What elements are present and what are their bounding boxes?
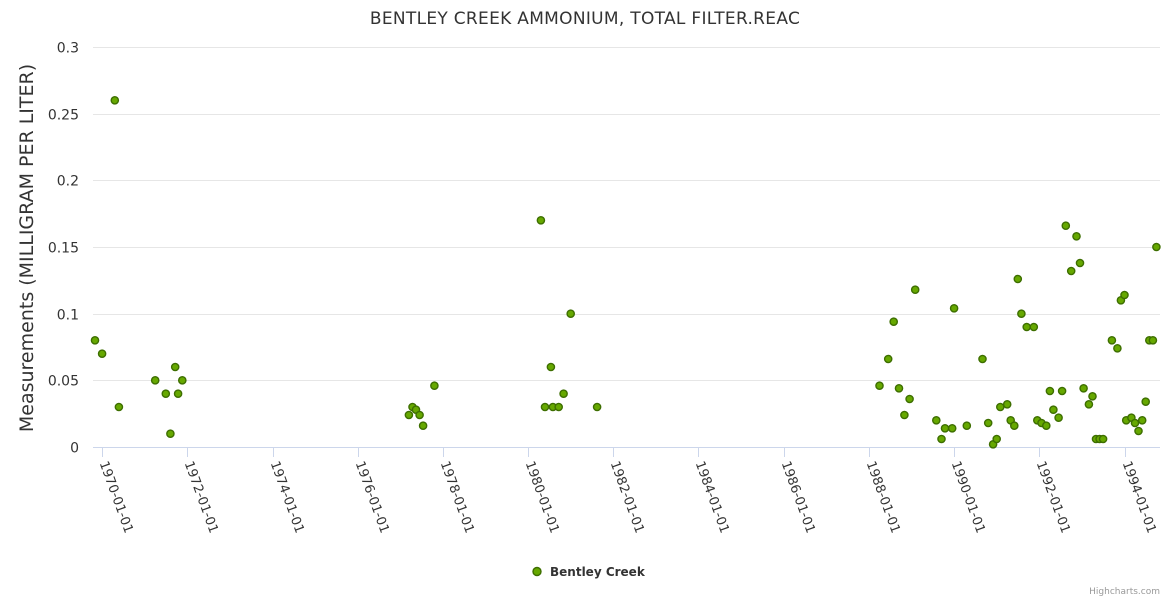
x-tick-label: 1982-01-01	[607, 459, 647, 535]
data-point[interactable]	[418, 421, 428, 431]
data-point[interactable]	[947, 423, 957, 433]
x-tick-label: 1976-01-01	[352, 459, 392, 535]
data-point[interactable]	[1054, 413, 1063, 423]
data-point[interactable]	[1079, 383, 1088, 393]
data-point[interactable]	[415, 410, 424, 420]
y-axis-ticks: 0 0.05 0.1 0.15 0.2 0.25 0.3	[48, 41, 79, 457]
y-tick-label: 0.05	[48, 374, 79, 390]
data-point[interactable]	[1120, 290, 1129, 300]
data-point[interactable]	[536, 215, 546, 225]
data-point[interactable]	[1002, 399, 1012, 409]
data-point[interactable]	[430, 381, 439, 391]
data-point[interactable]	[1098, 434, 1108, 444]
x-tick-label: 1970-01-01	[96, 459, 136, 535]
data-point[interactable]	[1141, 397, 1150, 407]
data-point[interactable]	[883, 354, 893, 364]
x-tick-label: 1986-01-01	[778, 459, 818, 535]
data-point[interactable]	[1045, 386, 1055, 396]
x-tick-label: 1994-01-01	[1119, 459, 1159, 535]
y-tick-label: 0.1	[57, 308, 79, 324]
data-point[interactable]	[937, 434, 946, 444]
data-point[interactable]	[1066, 266, 1076, 276]
data-point[interactable]	[1072, 231, 1081, 241]
y-tick-label: 0	[70, 441, 79, 457]
series-bentley-creek[interactable]	[90, 96, 1161, 449]
data-point[interactable]	[1049, 405, 1058, 415]
data-point[interactable]	[540, 402, 550, 412]
data-point[interactable]	[166, 429, 175, 439]
x-axis-ticks: 1970-01-01 1972-01-01 1974-01-01 1976-01-01…	[96, 447, 1159, 535]
data-point[interactable]	[905, 394, 914, 404]
credits-link[interactable]: Highcharts.com	[1089, 587, 1160, 597]
data-point[interactable]	[932, 415, 941, 425]
y-tick-label: 0.3	[57, 41, 79, 57]
data-point[interactable]	[962, 421, 972, 431]
data-point[interactable]	[566, 309, 576, 319]
data-point[interactable]	[90, 335, 100, 345]
data-point[interactable]	[170, 362, 180, 372]
legend-label[interactable]: Bentley Creek	[550, 565, 646, 579]
data-point[interactable]	[900, 410, 909, 420]
data-point[interactable]	[1088, 391, 1097, 401]
data-point[interactable]	[546, 362, 556, 372]
data-point[interactable]	[1010, 421, 1019, 431]
data-point[interactable]	[1022, 322, 1031, 332]
data-point[interactable]	[1107, 335, 1117, 345]
data-point[interactable]	[1013, 274, 1023, 284]
legend-marker[interactable]	[532, 566, 542, 577]
y-tick-label: 0.2	[57, 174, 79, 190]
data-point[interactable]	[97, 349, 107, 359]
data-point[interactable]	[1042, 421, 1051, 431]
data-point[interactable]	[1137, 415, 1147, 425]
chart-title: BENTLEY CREEK AMMONIUM, TOTAL FILTER.REA…	[370, 9, 800, 29]
x-tick-label: 1984-01-01	[692, 459, 732, 535]
data-point[interactable]	[940, 423, 950, 433]
data-point[interactable]	[1057, 386, 1067, 396]
data-point[interactable]	[404, 410, 414, 420]
data-point[interactable]	[889, 317, 899, 327]
data-point[interactable]	[1148, 335, 1158, 345]
y-tick-label: 0.15	[48, 241, 79, 257]
data-point[interactable]	[150, 375, 160, 385]
data-point[interactable]	[894, 383, 904, 393]
data-point[interactable]	[559, 389, 568, 399]
data-point[interactable]	[1134, 426, 1143, 436]
data-point[interactable]	[1084, 399, 1094, 409]
data-point[interactable]	[983, 418, 993, 428]
data-point[interactable]	[1152, 242, 1161, 252]
x-tick-label: 1990-01-01	[948, 459, 988, 535]
data-point[interactable]	[996, 402, 1005, 412]
data-point[interactable]	[1029, 322, 1039, 332]
data-point[interactable]	[161, 389, 171, 399]
data-point[interactable]	[992, 434, 1002, 444]
data-point[interactable]	[875, 381, 884, 391]
data-point[interactable]	[978, 354, 987, 364]
legend[interactable]: Bentley Creek	[532, 565, 646, 579]
gridlines	[93, 47, 1160, 381]
data-point[interactable]	[1113, 343, 1122, 353]
x-tick-label: 1980-01-01	[522, 459, 562, 535]
x-tick-label: 1988-01-01	[863, 459, 903, 535]
x-tick-label: 1992-01-01	[1033, 459, 1073, 535]
y-axis-label: Measurements (MILLIGRAM PER LITER)	[16, 64, 38, 432]
x-tick-label: 1972-01-01	[181, 459, 221, 535]
data-point[interactable]	[1061, 221, 1071, 230]
data-point[interactable]	[173, 389, 183, 399]
data-point[interactable]	[592, 402, 602, 412]
data-point[interactable]	[949, 303, 959, 313]
data-point[interactable]	[177, 375, 187, 385]
data-point[interactable]	[110, 96, 120, 105]
data-point[interactable]	[114, 402, 124, 412]
y-tick-label: 0.25	[48, 108, 79, 124]
data-point[interactable]	[1017, 309, 1026, 319]
data-point[interactable]	[554, 402, 564, 412]
data-point[interactable]	[1130, 418, 1140, 428]
data-point[interactable]	[910, 285, 920, 295]
data-point[interactable]	[1075, 258, 1085, 268]
x-tick-label: 1978-01-01	[437, 459, 477, 535]
x-tick-label: 1974-01-01	[267, 459, 307, 535]
